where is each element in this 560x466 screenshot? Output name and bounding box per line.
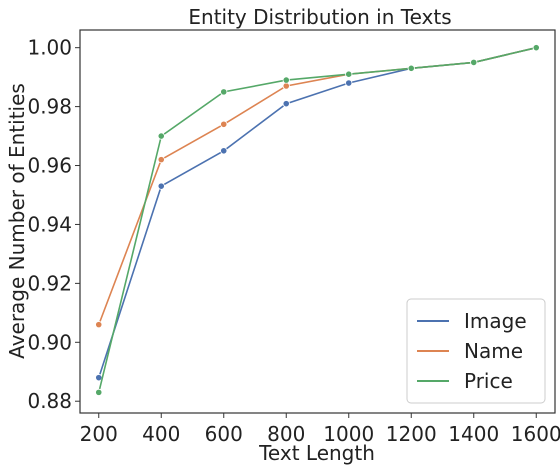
- data-point: [220, 88, 228, 96]
- x-tick-label: 1600: [511, 422, 560, 446]
- series-layer: [95, 44, 540, 396]
- data-point: [157, 182, 165, 190]
- data-point: [95, 388, 103, 396]
- data-point: [282, 82, 290, 90]
- y-tick-label: 0.94: [27, 212, 72, 236]
- y-tick-label: 1.00: [27, 36, 72, 60]
- data-point: [95, 374, 103, 382]
- x-tick-label: 1200: [386, 422, 437, 446]
- data-point: [532, 44, 540, 52]
- x-tick-label: 800: [267, 422, 305, 446]
- data-point: [220, 120, 228, 128]
- y-axis-label: Average Number of Entities: [5, 83, 29, 359]
- y-tick-label: 0.96: [27, 154, 72, 178]
- legend-box: [406, 298, 546, 404]
- series-price: [95, 44, 540, 396]
- data-point: [157, 156, 165, 164]
- data-point: [282, 100, 290, 108]
- x-tick-label: 600: [205, 422, 243, 446]
- series-line-price: [98, 46, 537, 393]
- data-point: [345, 70, 353, 78]
- x-tick-label: 1000: [323, 422, 374, 446]
- chart-title: Entity Distribution in Texts: [188, 5, 451, 29]
- plot-frame: [79, 29, 556, 414]
- legend-label: Image: [464, 309, 527, 333]
- y-tick-label: 0.90: [27, 330, 72, 354]
- data-point: [282, 76, 290, 84]
- x-axis-label: Text Length: [258, 441, 375, 465]
- data-point: [345, 79, 353, 87]
- x-axis: 200 400 600 800 1000 1200 1400 1600: [80, 413, 560, 446]
- x-tick-label: 400: [142, 422, 180, 446]
- legend-label: Name: [464, 339, 523, 363]
- legend: Image Name Price: [406, 298, 546, 404]
- data-point: [470, 58, 478, 67]
- y-tick-label: 0.98: [27, 95, 72, 119]
- data-point: [157, 132, 165, 140]
- x-tick-label: 200: [80, 422, 118, 446]
- y-tick-label: 0.88: [27, 389, 72, 413]
- data-point: [95, 321, 103, 329]
- data-point: [407, 64, 415, 72]
- x-tick-label: 1400: [448, 422, 499, 446]
- y-axis: 0.88 0.90 0.92 0.94 0.96 0.98 1.00: [27, 36, 80, 413]
- data-point: [220, 147, 228, 155]
- legend-label: Price: [464, 369, 513, 393]
- y-tick-label: 0.92: [27, 271, 72, 295]
